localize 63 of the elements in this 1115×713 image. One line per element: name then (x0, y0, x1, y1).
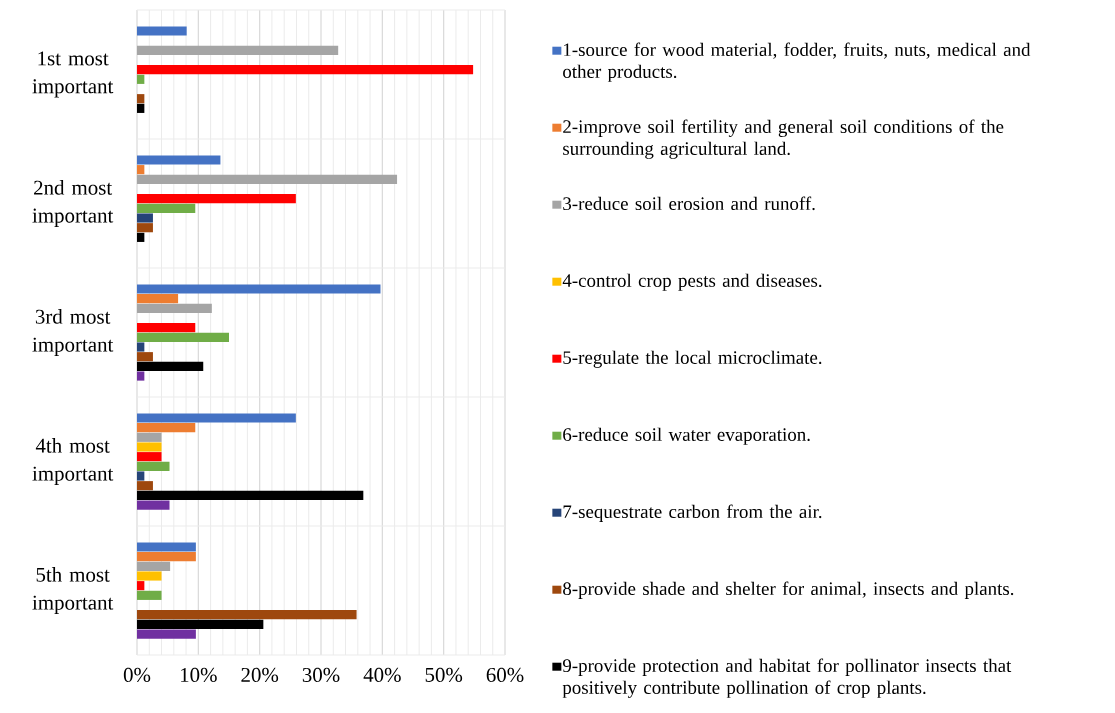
bar (137, 471, 145, 481)
bar (137, 74, 145, 84)
bar (137, 561, 171, 571)
bar (137, 423, 196, 433)
legend-label: 5-regulate the local microclimate. (563, 350, 822, 368)
bar (137, 65, 474, 75)
bar (137, 490, 364, 500)
x-tick-label: 10% (181, 667, 217, 683)
bar (137, 323, 196, 333)
x-tick-label: 60% (486, 667, 524, 683)
bar (137, 174, 398, 184)
bar (137, 294, 179, 304)
bar (137, 581, 145, 591)
bar (137, 413, 296, 423)
bar (137, 332, 229, 342)
bar (137, 619, 264, 629)
bar (137, 610, 357, 620)
bar (137, 500, 170, 510)
bar (137, 165, 145, 175)
y-tick-label: 1st most important (32, 51, 114, 98)
bar (137, 213, 153, 223)
bar (137, 461, 170, 471)
bar (137, 94, 145, 104)
bar (137, 629, 196, 639)
bar (137, 571, 162, 581)
legend-label: 8-provide shade and shelter for animal, insects and plants. (563, 581, 1014, 599)
bar (137, 361, 204, 371)
x-tick-label: 0% (123, 667, 151, 683)
bar (137, 432, 162, 442)
bar (137, 552, 196, 562)
bar (137, 303, 212, 313)
bar (137, 542, 196, 552)
bar (137, 371, 145, 381)
y-tick-label: 4th most important (32, 438, 114, 485)
legend-label: 9-provide protection and habitat for pollinator insects that positively contribute pollination of crop plants. (562, 658, 1012, 698)
bar (137, 284, 381, 294)
bar (137, 103, 145, 113)
y-tick-label: 3rd most important (32, 309, 114, 356)
legend-label: 4-control crop pests and diseases. (562, 273, 822, 291)
bar (137, 223, 153, 233)
bar (137, 590, 162, 600)
bar (137, 232, 145, 242)
x-tick-label: 20% (241, 667, 279, 683)
y-tick-label: 5th most important (32, 567, 114, 614)
y-tick-label: 2nd most important (32, 180, 114, 227)
x-tick-label: 50% (425, 667, 463, 683)
bar (137, 442, 162, 452)
legend-label: 6-reduce soil water evaporation. (563, 427, 810, 445)
bar (137, 26, 187, 36)
bar (137, 45, 339, 55)
bar (137, 452, 162, 462)
legend-label: 3-reduce soil erosion and runoff. (563, 196, 815, 211)
x-tick-label: 30% (302, 667, 340, 683)
bar (137, 194, 296, 204)
legend-label: 2-improve soil fertility and general soil conditions of the surrounding agricultural land. (563, 119, 1004, 159)
bar (137, 481, 153, 491)
x-tick-label: 40% (363, 667, 401, 683)
bar (137, 155, 221, 165)
bar (137, 203, 196, 213)
legend-label: 1-source for wood material, fodder, fruits, nuts, medical and other products. (563, 42, 1031, 82)
bar (137, 352, 153, 362)
legend-label: 7-sequestrate carbon from the air. (563, 504, 822, 522)
bar (137, 342, 145, 352)
